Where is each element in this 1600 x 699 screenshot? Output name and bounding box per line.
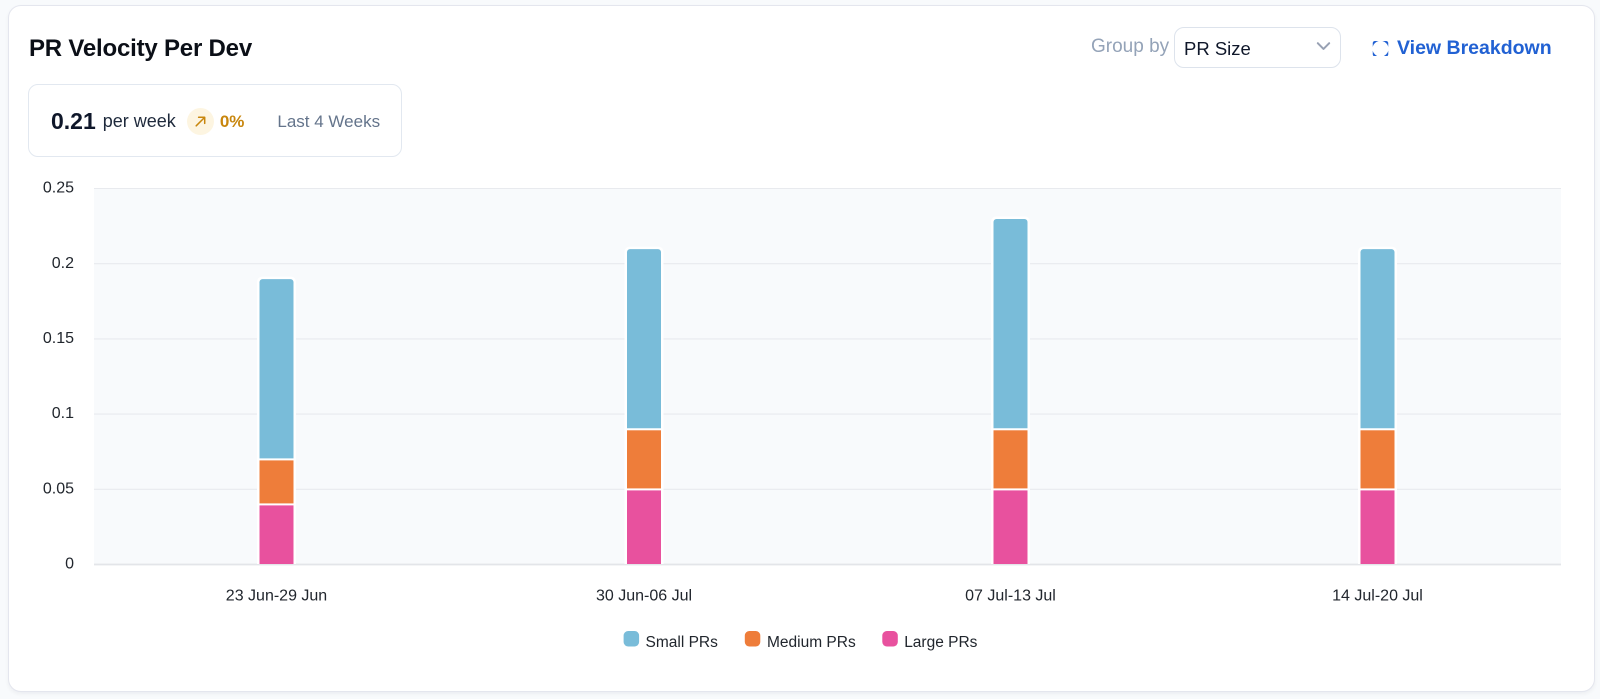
svg-text:0.25: 0.25 xyxy=(43,180,74,197)
svg-text:Large PRs: Large PRs xyxy=(904,634,977,651)
svg-text:14 Jul-20 Jul: 14 Jul-20 Jul xyxy=(1332,588,1423,605)
svg-text:07 Jul-13 Jul: 07 Jul-13 Jul xyxy=(965,588,1056,605)
svg-text:0.15: 0.15 xyxy=(43,330,74,347)
svg-text:0.1: 0.1 xyxy=(52,405,74,422)
svg-text:23 Jun-29 Jun: 23 Jun-29 Jun xyxy=(226,588,327,605)
svg-text:0.2: 0.2 xyxy=(52,255,74,272)
svg-text:30 Jun-06 Jul: 30 Jun-06 Jul xyxy=(596,588,692,605)
svg-text:Medium PRs: Medium PRs xyxy=(767,634,856,651)
svg-text:Small PRs: Small PRs xyxy=(646,634,719,651)
svg-text:0: 0 xyxy=(65,556,74,573)
svg-text:0.05: 0.05 xyxy=(43,480,74,497)
